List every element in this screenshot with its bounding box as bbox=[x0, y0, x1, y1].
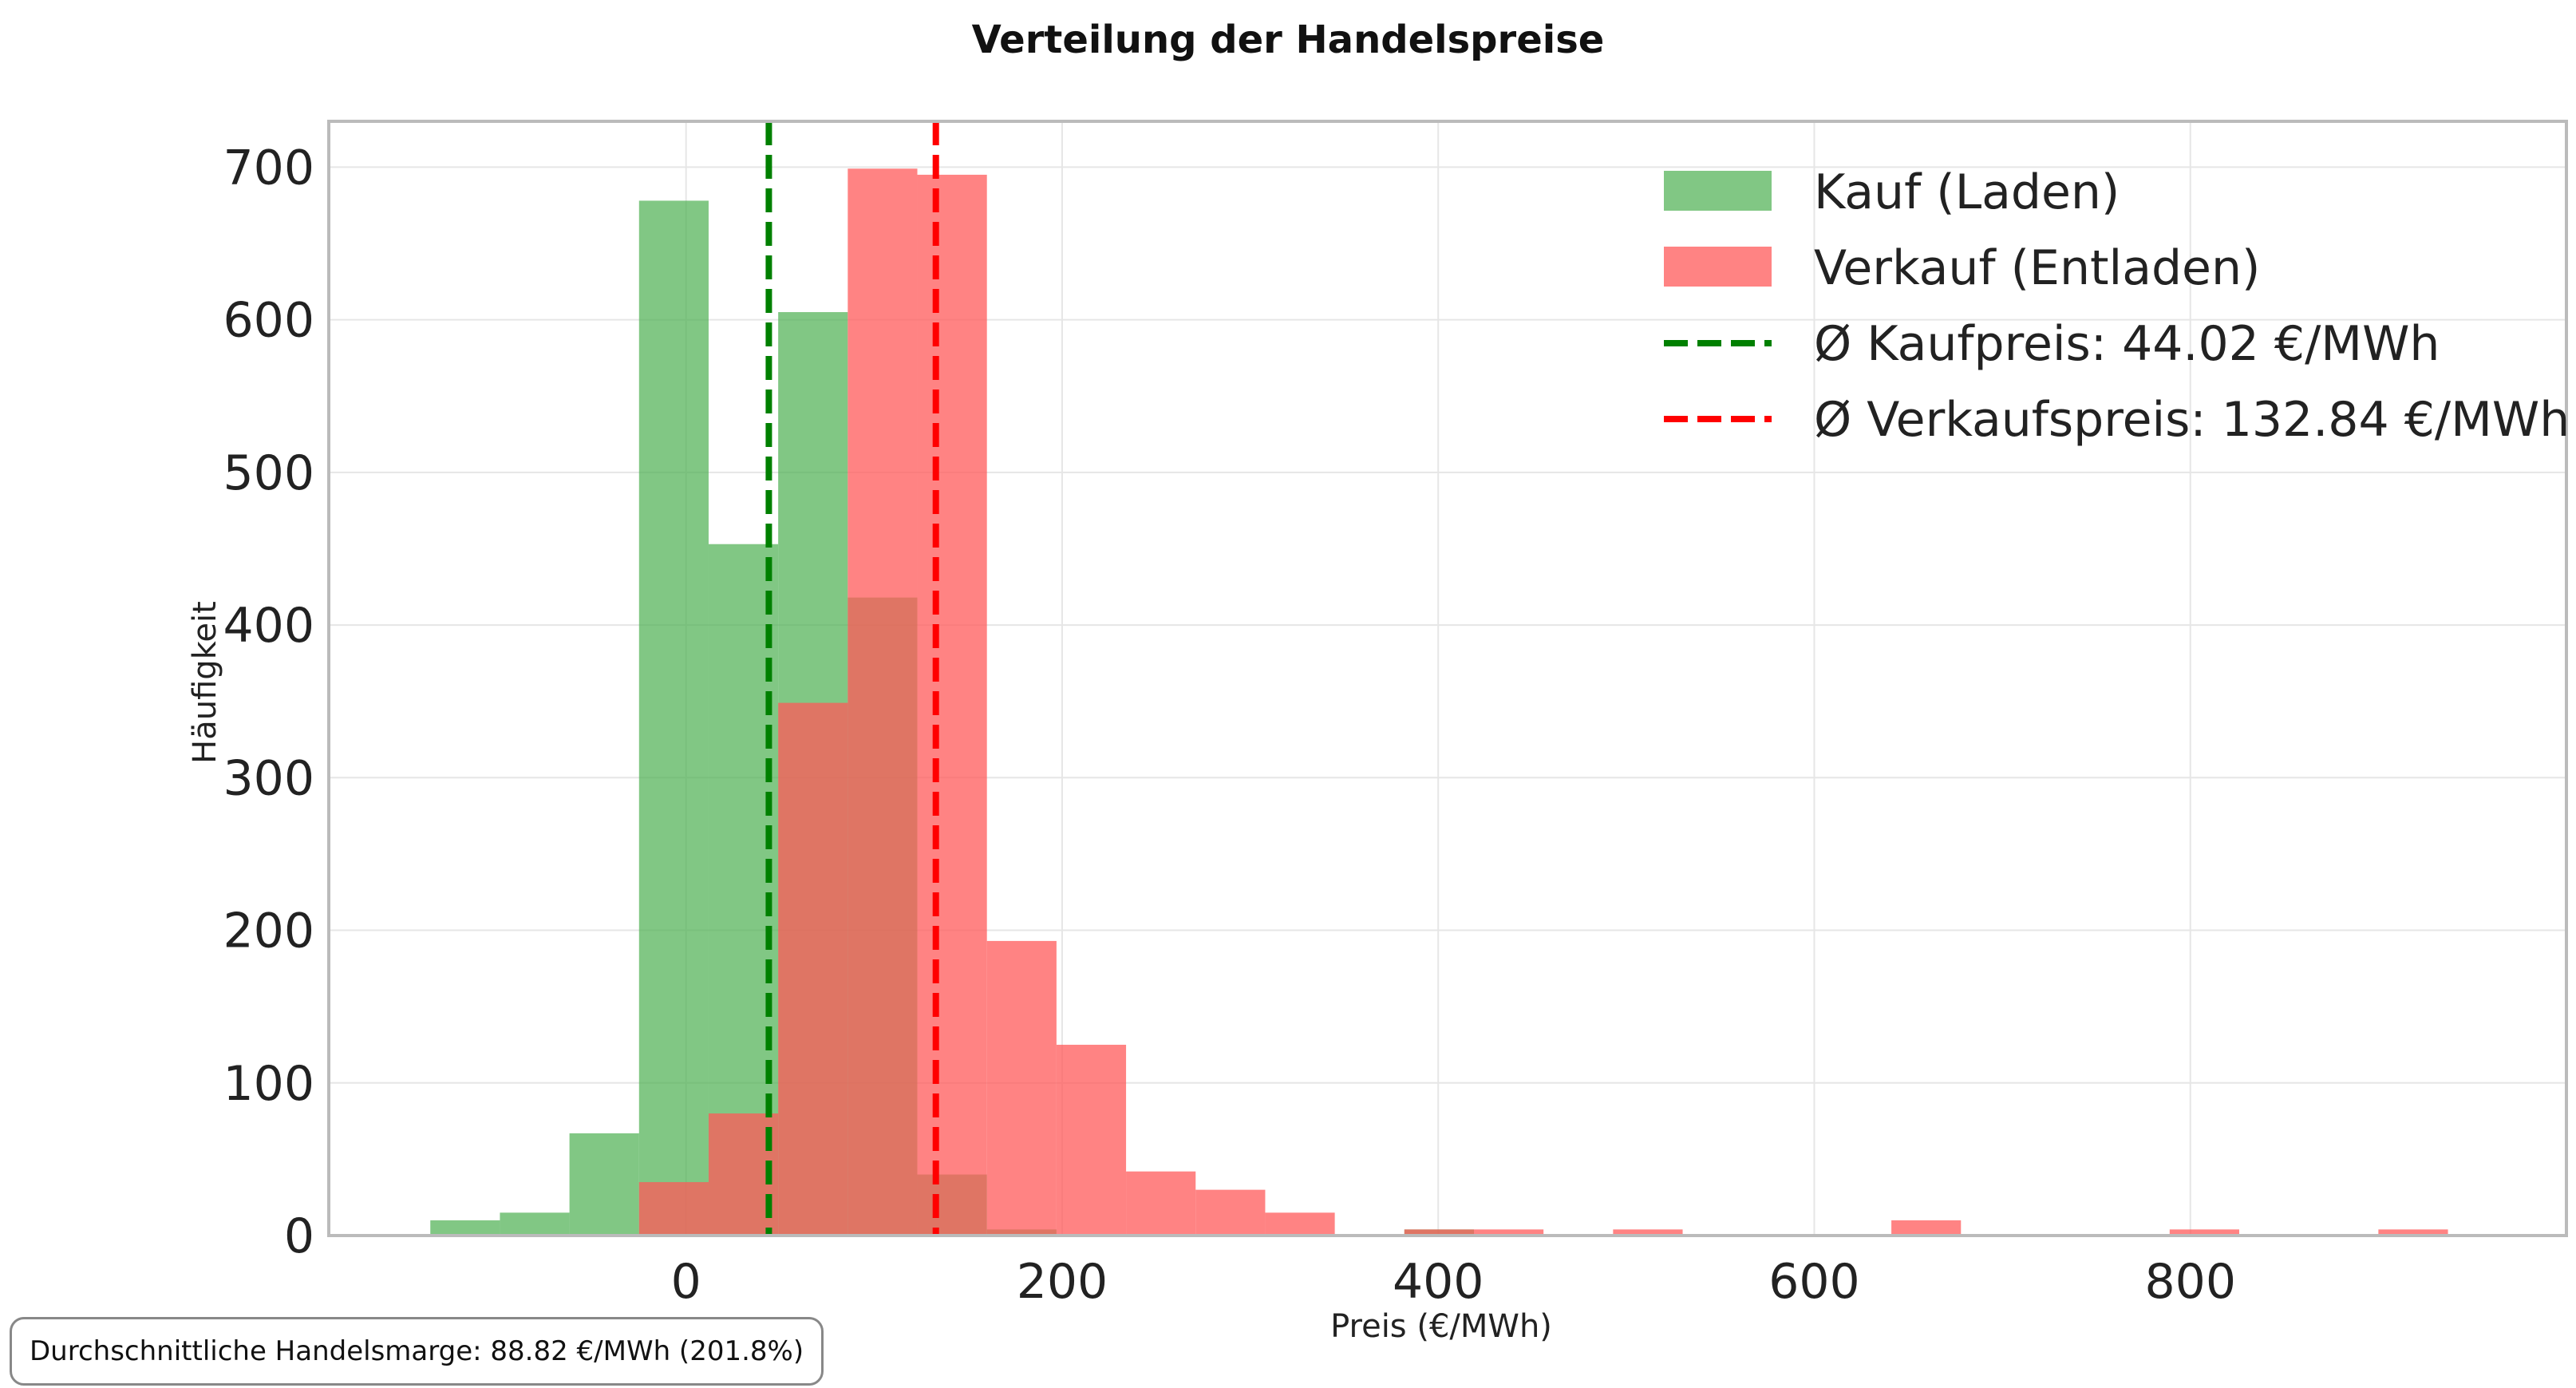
histogram-bar bbox=[638, 200, 709, 1236]
histogram-bar bbox=[500, 1212, 570, 1236]
histogram-bar bbox=[1613, 1229, 1683, 1236]
x-tick-label: 200 bbox=[1017, 1254, 1108, 1310]
legend-label: Ø Kaufpreis: 44.02 €/MWh bbox=[1814, 316, 2440, 372]
y-tick-label: 0 bbox=[284, 1208, 314, 1264]
series-2 bbox=[638, 168, 2448, 1236]
histogram-bar bbox=[430, 1220, 500, 1236]
y-tick-label: 100 bbox=[223, 1056, 314, 1112]
histogram-bar bbox=[638, 1182, 709, 1236]
histogram-bar bbox=[1056, 1044, 1127, 1236]
x-axis-label: Preis (€/MWh) bbox=[1330, 1308, 1552, 1345]
histogram-bar bbox=[1891, 1220, 1962, 1236]
y-tick-label: 500 bbox=[223, 445, 314, 501]
histogram-bar bbox=[1126, 1171, 1196, 1236]
margin-annotation: Durchschnittliche Handelsmarge: 88.82 €/… bbox=[10, 1317, 824, 1386]
y-axis-label: Häufigkeit bbox=[187, 601, 223, 764]
histogram-bar bbox=[986, 940, 1057, 1236]
x-tick-label: 600 bbox=[1768, 1254, 1860, 1310]
mean-lines bbox=[765, 121, 939, 1236]
legend-label: Ø Verkaufspreis: 132.84 €/MWh bbox=[1814, 392, 2570, 448]
histogram-bar bbox=[778, 702, 848, 1236]
tick-labels: 0 200 400 600 800 0 100 200 300 400 500 600 700 bbox=[223, 140, 2236, 1310]
x-tick-label: 0 bbox=[671, 1254, 701, 1310]
chart-title: Verteilung der Handelspreise bbox=[972, 18, 1605, 62]
y-tick-label: 600 bbox=[223, 293, 314, 349]
x-tick-label: 400 bbox=[1393, 1254, 1484, 1310]
legend-swatch bbox=[1664, 171, 1772, 211]
histogram-bar bbox=[847, 168, 918, 1236]
plot-frame bbox=[327, 120, 2568, 1237]
x-tick-label: 800 bbox=[2144, 1254, 2236, 1310]
histogram-bar bbox=[1404, 1229, 1474, 1236]
histogram-bar bbox=[1265, 1212, 1335, 1236]
y-tick-label: 300 bbox=[223, 750, 314, 806]
y-tick-label: 700 bbox=[223, 140, 314, 196]
legend: Kauf (Laden) Verkauf (Entladen) Ø Kaufprei… bbox=[1664, 164, 2570, 448]
legend-label: Kauf (Laden) bbox=[1814, 164, 2120, 220]
y-tick-label: 400 bbox=[223, 598, 314, 654]
histogram-bar bbox=[2169, 1229, 2240, 1236]
histogram-bar bbox=[2378, 1229, 2448, 1236]
bars bbox=[430, 168, 2448, 1236]
legend-swatch bbox=[1664, 247, 1772, 287]
histogram-bar bbox=[917, 174, 987, 1236]
histogram-bar bbox=[1473, 1229, 1544, 1236]
legend-label: Verkauf (Entladen) bbox=[1814, 240, 2260, 296]
histogram-bar bbox=[569, 1133, 639, 1236]
margin-annotation-text: Durchschnittliche Handelsmarge: 88.82 €/… bbox=[30, 1335, 804, 1367]
histogram-bar bbox=[1195, 1189, 1266, 1236]
y-tick-label: 200 bbox=[223, 904, 314, 959]
